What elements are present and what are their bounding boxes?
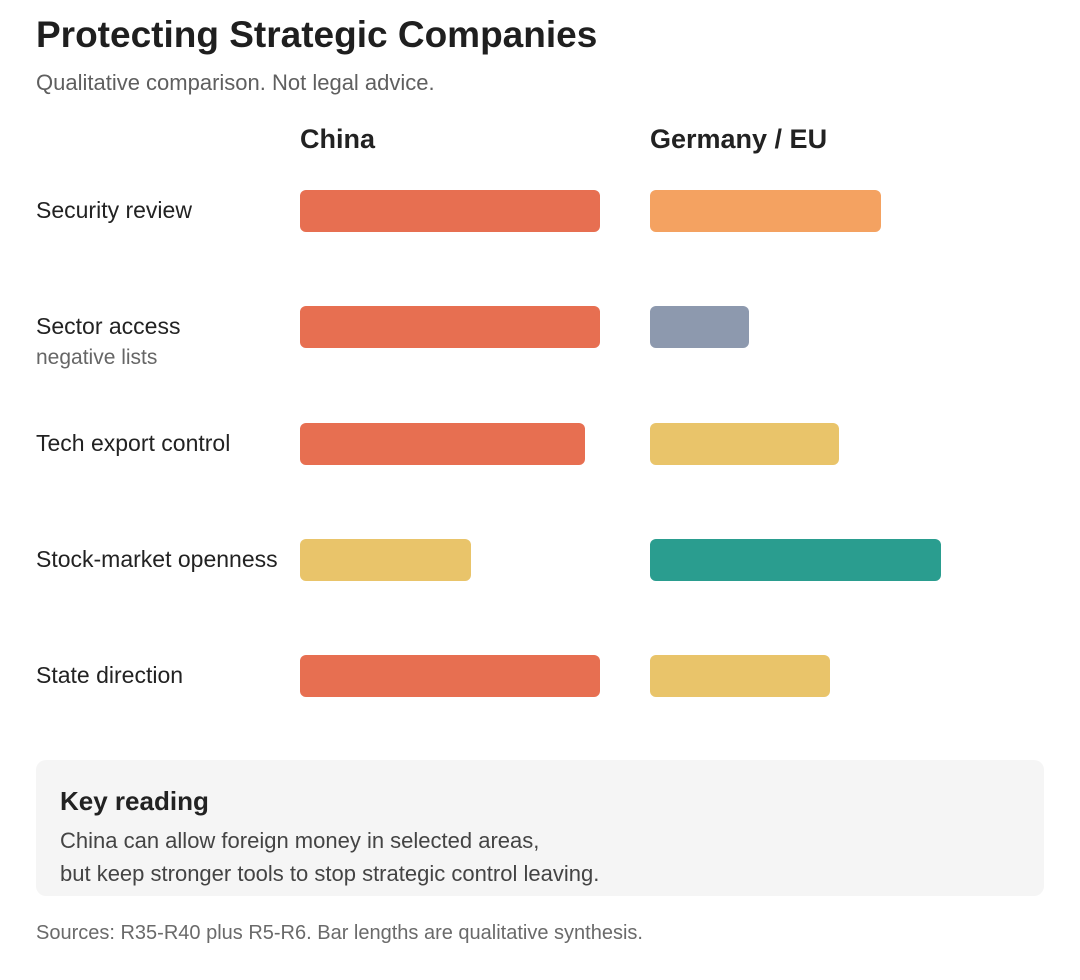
- bar-china: [300, 539, 471, 581]
- key-reading-line: but keep stronger tools to stop strategi…: [60, 861, 600, 886]
- key-reading-box: Key reading China can allow foreign mone…: [36, 760, 1044, 896]
- row-label: Security review: [36, 197, 192, 223]
- column-header-germany-eu: Germany / EU: [650, 124, 828, 154]
- key-reading-line: China can allow foreign money in selecte…: [60, 828, 540, 853]
- bar-germany-eu: [650, 423, 839, 465]
- row-label: Tech export control: [36, 430, 231, 456]
- row-label: State direction: [36, 662, 184, 688]
- bar-germany-eu: [650, 190, 881, 232]
- chart-title: Protecting Strategic Companies: [36, 14, 598, 55]
- bar-china: [300, 306, 600, 348]
- key-reading-title: Key reading: [60, 786, 209, 816]
- bar-germany-eu: [650, 306, 749, 348]
- bar-china: [300, 190, 600, 232]
- row-sublabel: negative lists: [36, 346, 158, 369]
- chart-subtitle: Qualitative comparison. Not legal advice…: [36, 70, 435, 95]
- row-label: Stock-market openness: [36, 546, 278, 572]
- bar-china: [300, 423, 585, 465]
- bar-germany-eu: [650, 539, 941, 581]
- bar-china: [300, 655, 600, 697]
- bar-chart: Security review Sector access negative lis…: [36, 190, 941, 697]
- source-note: Sources: R35-R40 plus R5-R6. Bar lengths…: [36, 922, 643, 944]
- bar-germany-eu: [650, 655, 830, 697]
- column-header-china: China: [300, 124, 376, 154]
- row-label: Sector access: [36, 313, 181, 339]
